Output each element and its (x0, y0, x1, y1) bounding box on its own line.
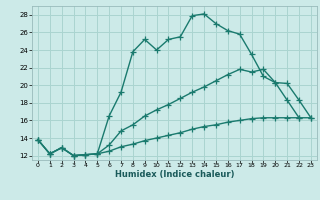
X-axis label: Humidex (Indice chaleur): Humidex (Indice chaleur) (115, 170, 234, 179)
